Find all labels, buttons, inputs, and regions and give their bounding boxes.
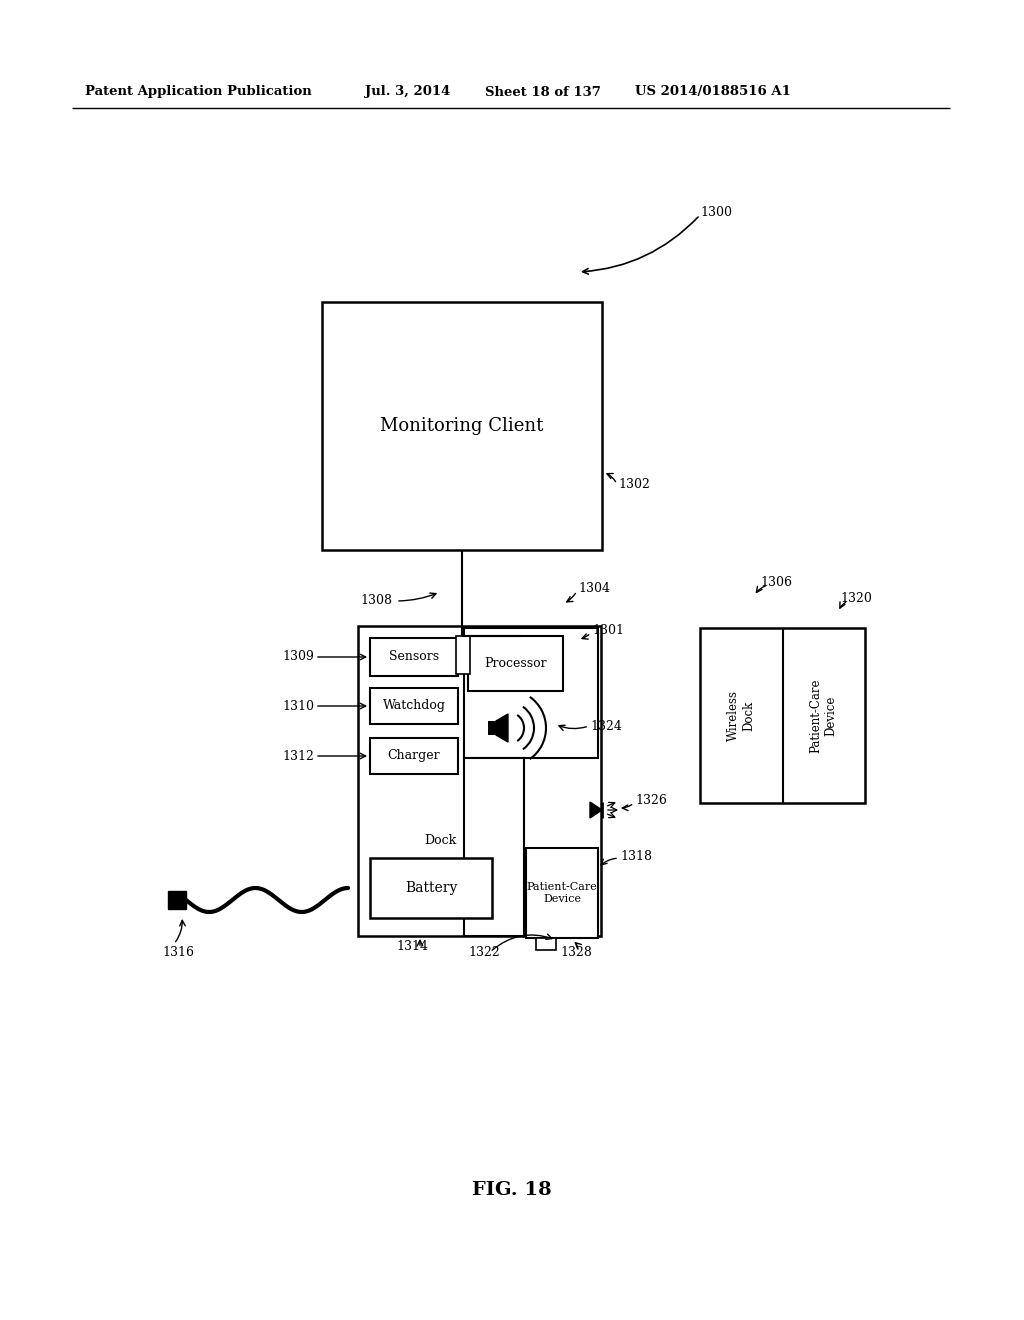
Text: 1304: 1304 <box>578 582 610 594</box>
Text: 1324: 1324 <box>590 719 622 733</box>
Bar <box>370 738 458 774</box>
Text: 1310: 1310 <box>282 700 314 713</box>
Text: Sensors: Sensors <box>389 651 439 664</box>
Text: Patent Application Publication: Patent Application Publication <box>85 86 311 99</box>
Text: 1314: 1314 <box>396 940 428 953</box>
Bar <box>536 939 556 950</box>
Bar <box>370 858 492 917</box>
Text: Wireless
Dock: Wireless Dock <box>727 690 756 741</box>
Text: Charger: Charger <box>388 750 440 763</box>
Bar <box>488 721 496 735</box>
Bar <box>370 688 458 723</box>
Text: 1306: 1306 <box>760 576 792 589</box>
Text: Monitoring Client: Monitoring Client <box>380 417 544 436</box>
Text: 1309: 1309 <box>283 651 314 664</box>
Bar <box>358 626 601 936</box>
Text: Dock: Dock <box>424 833 456 846</box>
Bar <box>370 638 458 676</box>
Text: 1308: 1308 <box>360 594 392 606</box>
Bar <box>526 847 598 939</box>
Bar <box>322 302 602 550</box>
Text: 1326: 1326 <box>635 793 667 807</box>
Text: 1322: 1322 <box>468 945 500 958</box>
Bar <box>464 628 598 758</box>
Text: FIG. 18: FIG. 18 <box>472 1181 552 1199</box>
Text: Battery: Battery <box>404 880 457 895</box>
Bar <box>468 636 563 690</box>
Text: 1312: 1312 <box>283 750 314 763</box>
Text: 1300: 1300 <box>700 206 732 219</box>
Text: Patient-Care
Device: Patient-Care Device <box>810 678 838 752</box>
Text: 1302: 1302 <box>618 479 650 491</box>
Text: Watchdog: Watchdog <box>383 700 445 713</box>
Text: 1301: 1301 <box>592 623 624 636</box>
Text: 1328: 1328 <box>560 945 592 958</box>
Text: Patient-Care
Device: Patient-Care Device <box>526 882 597 904</box>
Text: 1318: 1318 <box>620 850 652 862</box>
Polygon shape <box>590 803 602 818</box>
Text: Sheet 18 of 137: Sheet 18 of 137 <box>485 86 601 99</box>
Text: 1320: 1320 <box>840 591 871 605</box>
Text: Jul. 3, 2014: Jul. 3, 2014 <box>365 86 451 99</box>
Polygon shape <box>496 714 508 742</box>
Text: US 2014/0188516 A1: US 2014/0188516 A1 <box>635 86 791 99</box>
Bar <box>456 636 470 675</box>
Bar <box>700 628 865 803</box>
Bar <box>464 758 524 936</box>
Text: 1316: 1316 <box>162 945 194 958</box>
Text: Processor: Processor <box>484 657 547 671</box>
Bar <box>168 891 186 909</box>
